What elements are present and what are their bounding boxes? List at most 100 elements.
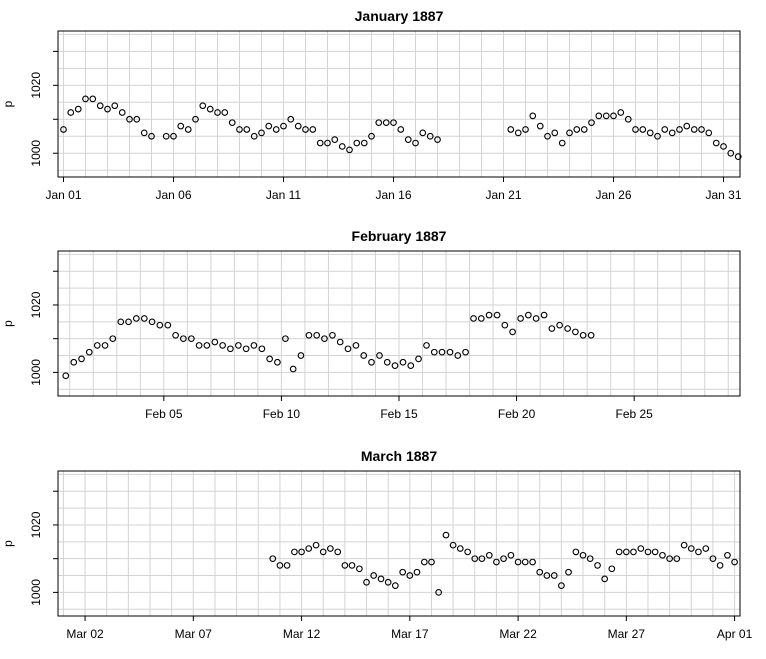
data-point (346, 146, 353, 154)
data-point (250, 132, 258, 140)
data-point (522, 126, 529, 133)
data-point (294, 122, 302, 130)
data-point (338, 143, 346, 150)
data-point (426, 132, 434, 140)
data-point (78, 355, 85, 363)
data-point (368, 358, 375, 366)
data-point (375, 119, 383, 127)
data-point (673, 555, 681, 563)
data-point (550, 572, 558, 579)
data-point (524, 311, 532, 319)
data-point (156, 321, 164, 329)
data-point (734, 153, 742, 160)
data-point (435, 589, 442, 596)
y-tick-label: 1020 (29, 291, 43, 318)
data-point (644, 548, 652, 556)
data-point (687, 545, 695, 552)
x-tick-label: Feb 20 (498, 407, 536, 421)
data-point (370, 572, 378, 579)
x-tick-label: Apr 01 (717, 627, 753, 641)
data-point (329, 331, 336, 339)
chart-title: January 1887 (355, 8, 444, 24)
data-point (368, 132, 375, 140)
data-point (258, 129, 265, 137)
data-point (269, 555, 277, 563)
data-point (485, 311, 493, 319)
data-point (477, 315, 485, 322)
data-point (324, 139, 331, 147)
data-point (352, 342, 360, 349)
data-point (419, 129, 427, 137)
x-tick-label: Mar 17 (391, 627, 429, 641)
data-point (500, 555, 507, 563)
data-point (336, 338, 344, 346)
data-point (514, 129, 522, 137)
data-point (622, 548, 630, 556)
data-point (464, 548, 471, 556)
data-point (101, 342, 109, 349)
data-point (580, 126, 588, 133)
data-point (62, 372, 70, 380)
data-point (462, 348, 469, 356)
data-point (383, 358, 391, 366)
data-point (390, 119, 397, 127)
data-point (579, 551, 587, 559)
data-point (283, 562, 291, 569)
data-point (556, 321, 563, 329)
data-point (485, 551, 493, 559)
data-point (654, 132, 661, 140)
data-point (377, 575, 385, 583)
chart-title: February 1887 (352, 228, 447, 244)
data-point (420, 558, 428, 566)
data-point (382, 119, 390, 127)
data-point (610, 112, 617, 120)
data-point (601, 575, 609, 583)
data-point (413, 568, 421, 576)
data-point (140, 315, 148, 322)
data-point (206, 105, 214, 113)
x-tick-label: Feb 05 (145, 407, 183, 421)
data-point (404, 136, 412, 144)
y-tick-label: 1020 (29, 72, 43, 99)
data-point (588, 119, 595, 127)
data-point (148, 318, 156, 326)
chart-title: March 1887 (361, 448, 437, 464)
data-point (289, 365, 297, 373)
y-tick-label: 1000 (29, 359, 43, 386)
data-point (630, 548, 637, 556)
data-point (132, 315, 140, 322)
data-points (269, 531, 738, 596)
data-point (319, 548, 327, 556)
data-point (266, 355, 274, 363)
data-point (514, 558, 522, 566)
data-point (615, 548, 623, 556)
data-point (668, 129, 676, 137)
data-point (312, 541, 320, 549)
data-point (558, 139, 566, 147)
data-point (70, 358, 78, 366)
data-point (195, 342, 203, 349)
data-point (344, 345, 352, 353)
data-point (203, 342, 211, 349)
data-point (709, 555, 717, 563)
data-point (111, 102, 119, 110)
data-point (720, 143, 727, 150)
panel-3: March 1887 p 1000 1020 Mar 02 Mar 07 Mar 12 Mar… (1, 448, 753, 641)
data-point (716, 562, 724, 569)
x-tick-label: Feb 10 (263, 407, 301, 421)
data-point (705, 129, 713, 137)
data-point (507, 551, 515, 559)
data-point (676, 126, 683, 133)
data-point (449, 541, 457, 549)
x-tick-label: Mar 02 (66, 627, 104, 641)
data-point (415, 355, 422, 363)
data-point (632, 126, 639, 133)
data-point (74, 105, 82, 113)
data-point (341, 562, 349, 569)
data-point (579, 331, 587, 339)
data-point (313, 331, 321, 339)
data-point (637, 545, 645, 552)
data-point (125, 318, 132, 326)
x-tick-label: Mar 27 (608, 627, 646, 641)
data-point (501, 321, 509, 329)
